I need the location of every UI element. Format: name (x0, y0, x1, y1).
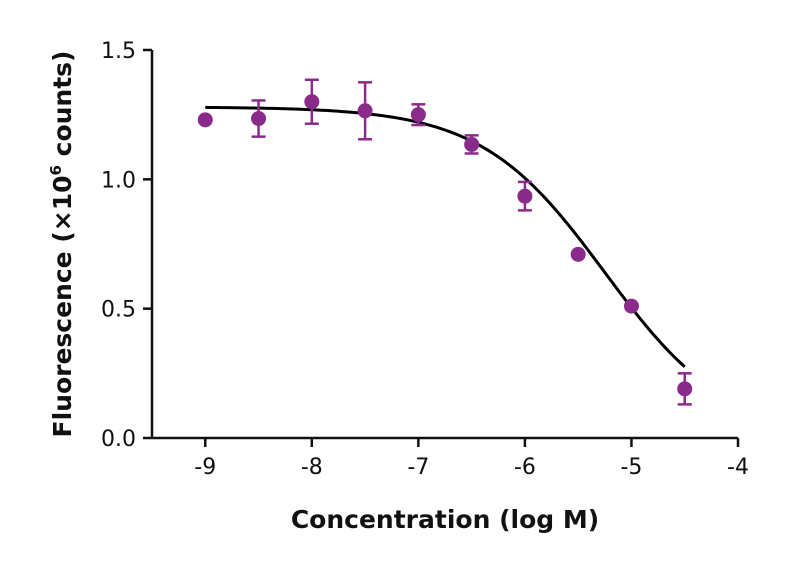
data-points (197, 78, 693, 406)
data-point (517, 188, 533, 204)
x-tick-label: -8 (301, 455, 323, 480)
data-point (197, 112, 213, 128)
y-axis-title-suffix: counts) (48, 51, 77, 166)
x-tick-label: -7 (407, 455, 429, 480)
x-tick-label: -5 (620, 455, 642, 480)
x-tick-label: -9 (194, 455, 216, 480)
data-point (251, 111, 267, 127)
y-ticks: 0.0 0.5 1.0 1.5 (101, 39, 152, 452)
y-axis-title-main: Fluorescence (×10 (48, 176, 77, 438)
y-tick-label: 0.0 (101, 427, 136, 452)
y-tick-label: 1.0 (101, 168, 136, 193)
data-point (304, 94, 320, 110)
x-tick-label: -6 (514, 455, 536, 480)
data-point (357, 103, 373, 119)
data-point (570, 246, 586, 262)
data-point (464, 136, 480, 152)
y-axis-title: Fluorescence (×106 counts) (47, 51, 77, 438)
x-tick-label: -4 (727, 455, 749, 480)
x-axis-title: Concentration (log M) (291, 505, 599, 534)
y-tick-label: 0.5 (101, 298, 136, 323)
data-point (410, 107, 426, 123)
data-point (623, 298, 639, 314)
x-ticks: -9 -8 -7 -6 -5 -4 (194, 438, 749, 480)
fit-curve (205, 105, 686, 368)
y-tick-label: 1.5 (101, 39, 136, 64)
y-axis-title-superscript: 6 (47, 165, 65, 175)
data-point (677, 381, 693, 397)
